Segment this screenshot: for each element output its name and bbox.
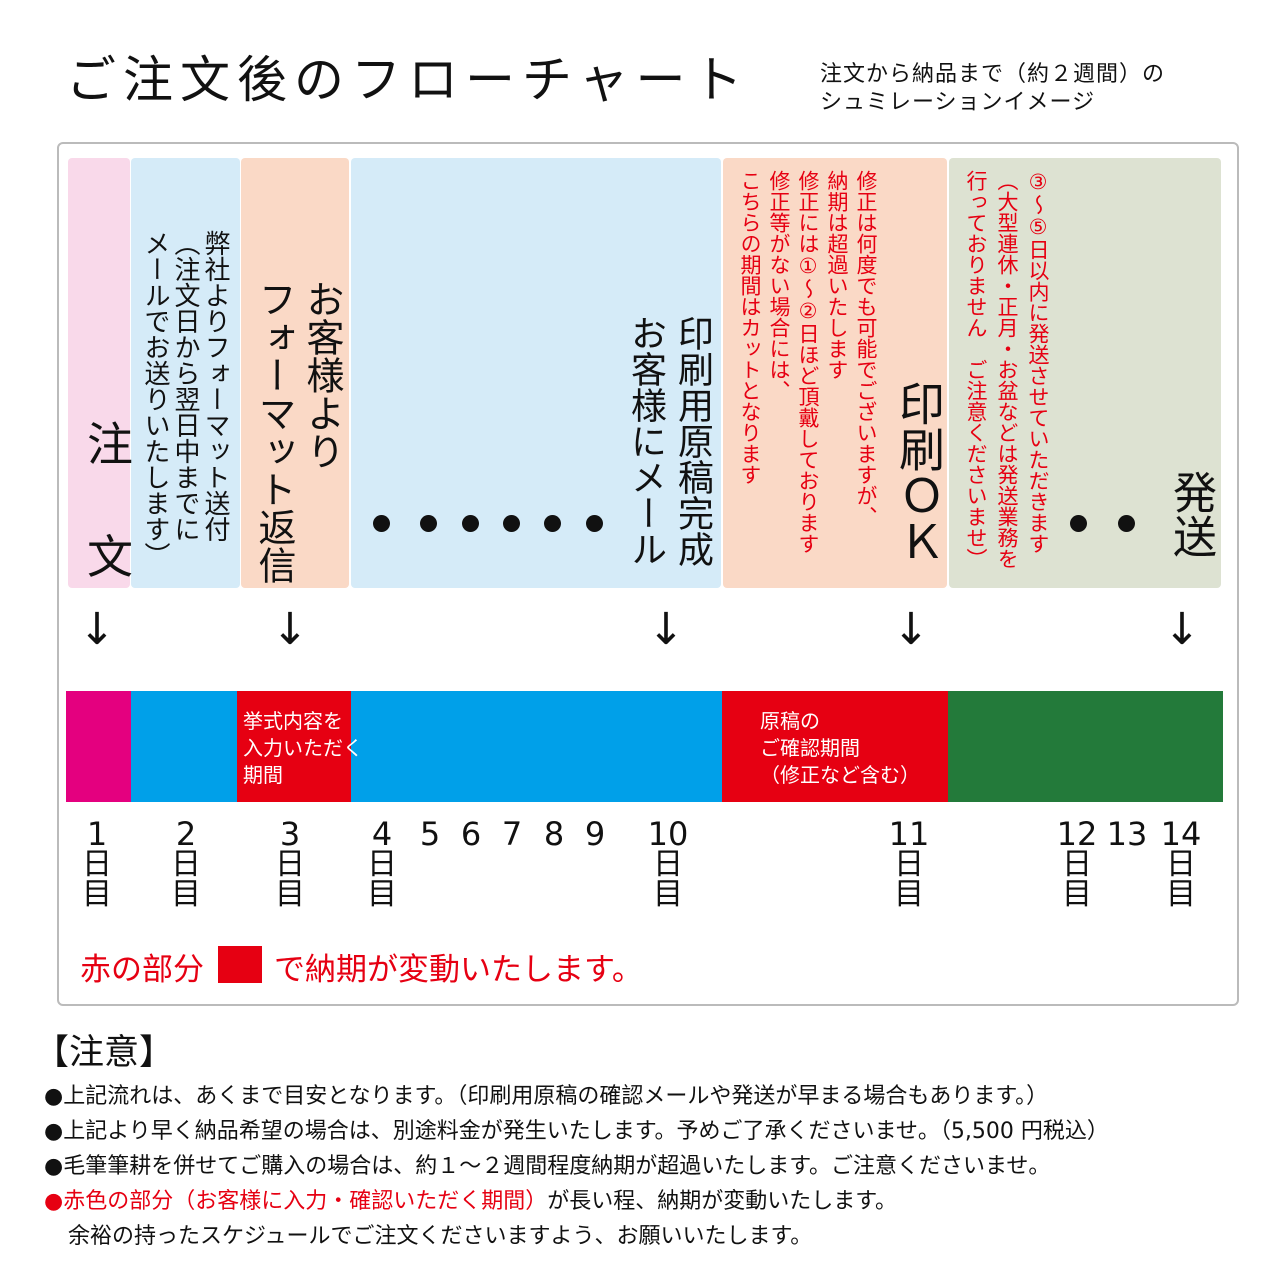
legend-red-swatch — [218, 946, 262, 983]
day-number: 5 — [419, 815, 441, 853]
step-print-ok: 印刷ＯＫ — [892, 380, 946, 564]
dot-icon — [373, 515, 390, 532]
day-unit: 日 — [653, 847, 683, 882]
proof-note: 修正は何度でも可能でございますが、 納期は超過いたします 修正には①〜②日ほど頂… — [738, 170, 878, 554]
day-label: 11 日目 — [879, 818, 939, 910]
note-item: ●毛筆筆耕を併せてご購入の場合は、約１～２週間程度納期が超過いたします。ご注意く… — [44, 1154, 1051, 1179]
day-unit: 目 — [171, 877, 201, 912]
note-item: ●上記より早く納品希望の場合は、別途料金が発生いたします。予めご了承くださいませ… — [44, 1119, 1109, 1144]
subtitle-line-1: 注文から納品まで（約２週間）の — [820, 62, 1166, 87]
step-format-send: 弊社よりフォーマット送付 （注文日から翌日中までに メールでお送りいたします） — [140, 230, 230, 568]
day-unit: 日 — [1166, 847, 1196, 882]
red-period-text: 赤色の部分（お客様に入力・確認いただく期間） — [63, 1189, 548, 1214]
day-unit: 日 — [171, 847, 201, 882]
step-order: 注 文 — [80, 420, 134, 605]
day-number: 4 — [371, 815, 393, 853]
day-number: 1 — [86, 815, 108, 853]
timeline-order — [66, 691, 131, 802]
confirm-period-label: 原稿の ご確認期間 （修正など含む） — [760, 709, 920, 787]
day-label: 7 — [482, 818, 542, 850]
day-number: 3 — [279, 815, 301, 853]
note-rest: が長い程、納期が変動いたします。 — [547, 1189, 898, 1214]
subtitle-line-2: シュミレーションイメージ — [820, 90, 1096, 115]
ship-note: ③〜⑤日以内に発送させていただきます （大型連休・正月・お盆などは発送業務を 行… — [964, 170, 1050, 569]
page-title: ご注文後のフローチャート — [66, 51, 750, 109]
dot-icon — [503, 515, 520, 532]
day-unit: 目 — [82, 877, 112, 912]
arrow-down-icon: ↓ — [892, 604, 930, 655]
day-number: 8 — [543, 815, 565, 853]
column-format-reply — [241, 158, 349, 588]
dot-icon — [586, 515, 603, 532]
bullet: ● — [44, 1189, 64, 1214]
column-proof-mail — [351, 158, 721, 588]
timeline-input-period — [237, 691, 351, 802]
day-unit: 目 — [653, 877, 683, 912]
day-label: 9 — [565, 818, 625, 850]
arrow-down-icon: ↓ — [1163, 604, 1201, 655]
day-unit: 日 — [82, 847, 112, 882]
column-format-send — [131, 158, 240, 588]
arrow-down-icon: ↓ — [647, 604, 685, 655]
day-unit: 目 — [1166, 877, 1196, 912]
dot-icon — [1118, 515, 1135, 532]
day-unit: 目 — [894, 877, 924, 912]
legend-post: で納期が変動いたします。 — [274, 952, 643, 988]
dot-icon — [420, 515, 437, 532]
day-number: 11 — [888, 815, 930, 853]
input-period-label: 挙式内容を 入力いただく 期間 — [243, 709, 363, 787]
column-proof-check — [723, 158, 947, 588]
day-number: 2 — [175, 815, 197, 853]
timeline-confirm-period — [722, 691, 948, 802]
day-number: 6 — [460, 815, 482, 853]
day-label: 12 日目 — [1047, 818, 1107, 910]
step-format-reply: お客様より フォーマット返信 — [252, 280, 344, 584]
notes-heading: 【注意】 — [34, 1033, 175, 1073]
note-item: ●上記流れは、あくまで目安となります。（印刷用原稿の確認メールや発送が早まる場合… — [44, 1084, 1049, 1109]
day-number: 9 — [584, 815, 606, 853]
timeline-shipping — [948, 691, 1223, 802]
day-number: 13 — [1106, 815, 1148, 853]
flowchart-frame — [57, 142, 1239, 1006]
step-ship: 発送 — [1165, 470, 1216, 558]
day-label: 13 — [1097, 818, 1157, 850]
note-item-red: ●赤色の部分（お客様に入力・確認いただく期間）が長い程、納期が変動いたします。 — [44, 1183, 897, 1215]
column-order — [68, 158, 130, 588]
day-unit: 日 — [367, 847, 397, 882]
day-unit: 日 — [1062, 847, 1092, 882]
timeline-production — [351, 691, 722, 802]
day-label: 5 — [400, 818, 460, 850]
day-unit: 日 — [894, 847, 924, 882]
day-label: 8 — [524, 818, 584, 850]
day-unit: 日 — [275, 847, 305, 882]
timeline-format-send — [131, 691, 237, 802]
note-item-continued: 余裕の持ったスケジュールでご注文くださいますよう、お願いいたします。 — [68, 1224, 813, 1249]
day-number: 7 — [501, 815, 523, 853]
day-number: 12 — [1056, 815, 1098, 853]
legend-pre: 赤の部分 — [80, 952, 204, 988]
dot-icon — [462, 515, 479, 532]
day-unit: 目 — [275, 877, 305, 912]
day-number: 10 — [647, 815, 689, 853]
day-number: 14 — [1160, 815, 1202, 853]
step-proof-mail: 印刷用原稿完成 お客様にメール — [625, 315, 713, 567]
day-label: 6 — [441, 818, 501, 850]
arrow-down-icon: ↓ — [78, 604, 116, 655]
day-unit: 目 — [1062, 877, 1092, 912]
day-unit: 目 — [367, 877, 397, 912]
day-label: 14 日目 — [1151, 818, 1211, 910]
dot-icon — [544, 515, 561, 532]
day-label: 10 日目 — [638, 818, 698, 910]
dot-icon — [1070, 515, 1087, 532]
column-ship — [949, 158, 1221, 588]
arrow-down-icon: ↓ — [271, 604, 309, 655]
